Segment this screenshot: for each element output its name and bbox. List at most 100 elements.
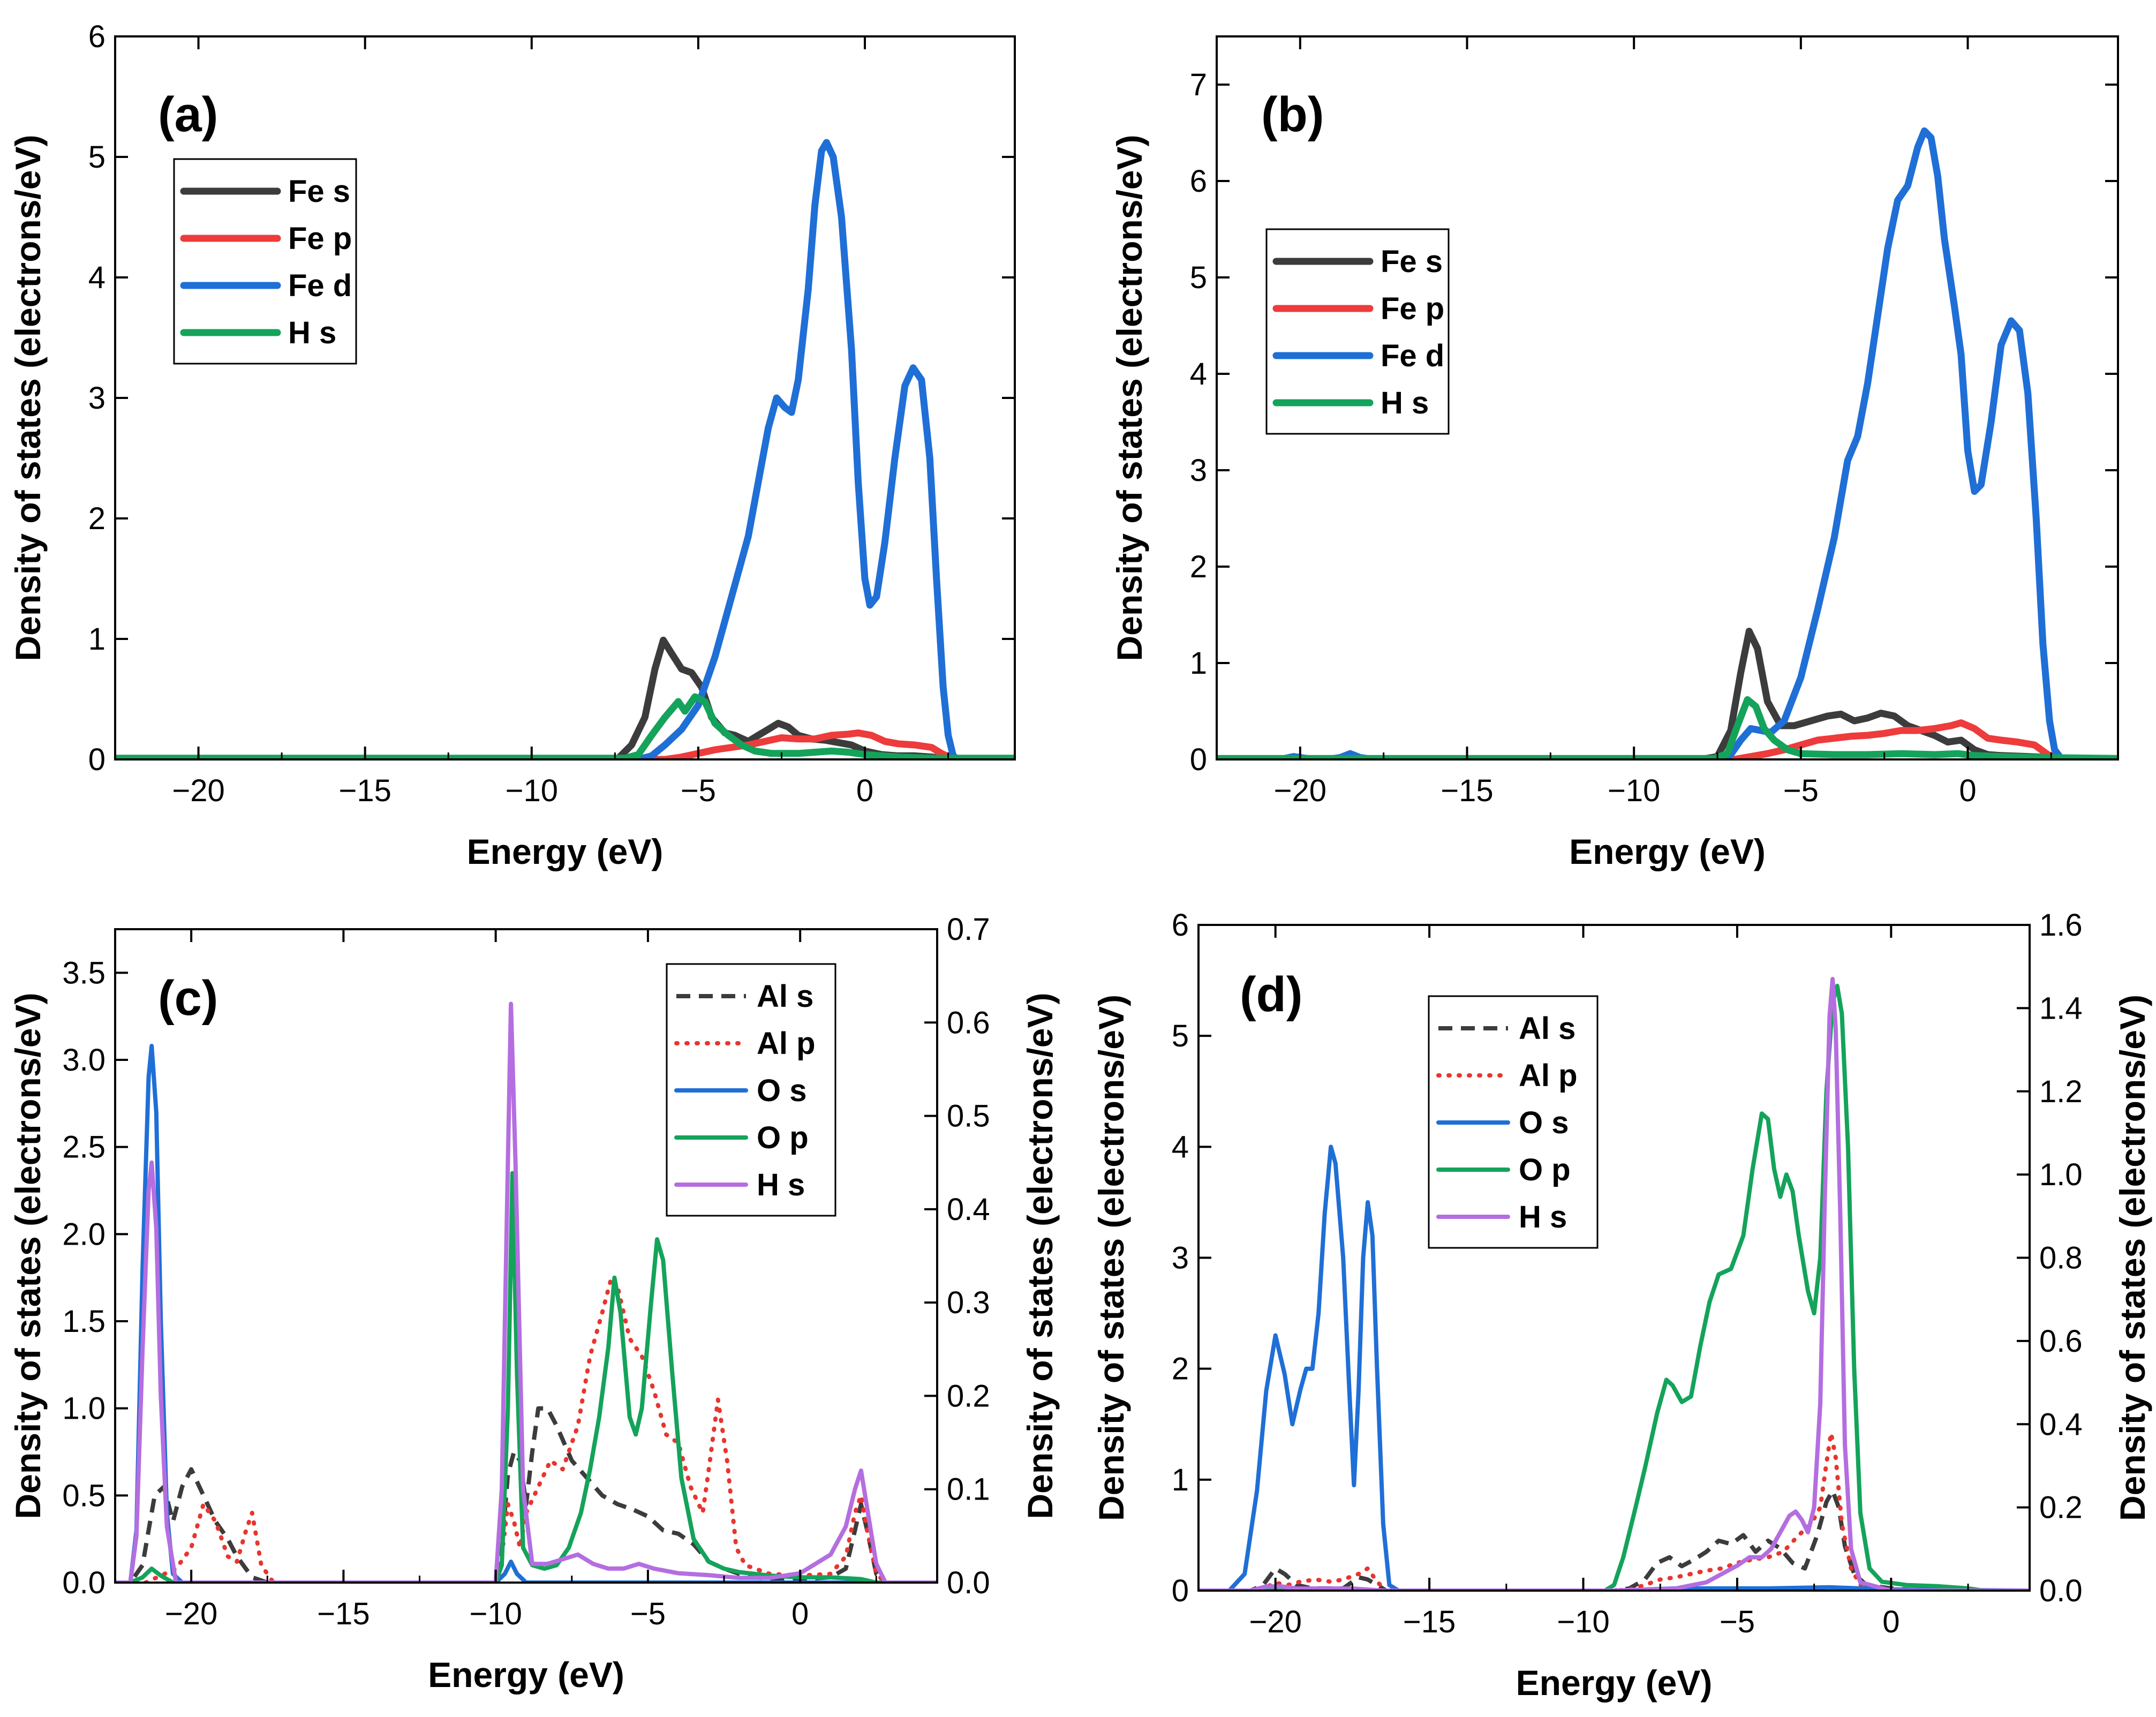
series-line-h-s — [115, 1001, 937, 1583]
y-right-tick-label: 0.8 — [2039, 1241, 2083, 1276]
y-right-tick-label: 1.2 — [2039, 1074, 2083, 1109]
series-group — [1198, 977, 2030, 1591]
y-tick-label: 0.5 — [62, 1478, 105, 1513]
y-tick-label: 3 — [88, 381, 105, 416]
x-tick-label: −5 — [1720, 1605, 1755, 1639]
x-tick-label: −15 — [1441, 773, 1493, 808]
x-tick-label: −15 — [338, 773, 391, 808]
chart-panel-d: −20 −15 −10 −5 0 0 1 2 3 4 5 6 0.0 0.2 0.4 0.6 0.8 1.0 1.2… — [1091, 908, 2152, 1703]
y-right-tick-label: 0.3 — [947, 1285, 990, 1320]
axes-frame — [1216, 35, 2119, 760]
y-right-tick-label: 1.4 — [2039, 991, 2083, 1026]
x-tick-label: −20 — [1249, 1605, 1302, 1639]
y-right-tick-label: 0.6 — [2039, 1324, 2083, 1359]
x-axis-label: Energy (eV) — [1516, 1663, 1713, 1703]
y-tick-label: 1 — [88, 622, 105, 657]
y-right-tick-label: 0.5 — [947, 1099, 990, 1134]
y-right-tick-label: 1.0 — [2039, 1157, 2083, 1192]
x-tick-label: −5 — [630, 1596, 666, 1631]
y-tick-label: 3 — [1190, 453, 1207, 488]
y-tick-label: 6 — [88, 19, 105, 54]
x-axis-label: Energy (eV) — [1569, 832, 1766, 871]
y-tick-label: 2.5 — [62, 1130, 105, 1165]
series-line-o-p — [1198, 983, 2030, 1591]
y-right-tick-label: 0.4 — [947, 1192, 990, 1227]
legend-label: H s — [1519, 1200, 1567, 1234]
series-line-al-p — [1198, 1430, 2030, 1591]
y-tick-label: 5 — [1172, 1019, 1189, 1053]
x-tick-label: −10 — [1608, 773, 1660, 808]
y-tick-label: 1 — [1172, 1463, 1189, 1497]
series-line-h-s — [1198, 977, 2030, 1591]
chart-panel-c: −20 −15 −10 −5 0 0.0 0.5 1.0 1.5 2.0 2.5 3.0 3.5 0.0 0… — [8, 912, 1060, 1695]
chart-panel-a: −20 −15 −10 −5 0 0 1 2 3 4 5 6 Energy (eV) Density of… — [8, 19, 1016, 871]
y-tick-label: 1.5 — [62, 1304, 105, 1339]
x-axis-label: Energy (eV) — [428, 1655, 624, 1695]
y-tick-label: 6 — [1172, 908, 1189, 943]
legend-label: Al p — [757, 1026, 816, 1061]
legend-label: Fe s — [288, 174, 350, 209]
legend-label: Fe p — [288, 221, 352, 256]
y-axis-label: Density of states (electrons/eV) — [8, 993, 48, 1519]
x-tick-label: −20 — [172, 773, 224, 808]
y-tick-label: 5 — [1190, 260, 1207, 295]
y-tick-label: 3.5 — [62, 955, 105, 990]
legend-label: Fe d — [288, 268, 352, 303]
y-tick-label: 2 — [88, 501, 105, 536]
y-right-tick-label: 0.0 — [2039, 1573, 2083, 1608]
y-right-tick-label: 0.4 — [2039, 1407, 2083, 1442]
panel-label: (a) — [158, 87, 218, 142]
y-tick-label: 3.0 — [62, 1043, 105, 1078]
x-tick-label: 0 — [791, 1596, 809, 1631]
legend-label: O s — [757, 1073, 807, 1108]
x-tick-label: −20 — [165, 1596, 217, 1631]
legend-label: H s — [288, 315, 336, 350]
y-right-tick-label: 0.2 — [947, 1379, 990, 1413]
legend-label: Fe p — [1381, 291, 1444, 326]
legend-label: Al s — [1519, 1011, 1575, 1046]
y-axis-label-right: Density of states (electrons/eV) — [2113, 995, 2152, 1521]
y-tick-label: 2 — [1172, 1352, 1189, 1387]
panel-label: (c) — [158, 971, 218, 1026]
legend-label: O p — [1519, 1153, 1571, 1187]
y-tick-label: 5 — [88, 140, 105, 175]
y-tick-label: 2 — [1190, 549, 1207, 584]
x-axis-label: Energy (eV) — [467, 832, 664, 871]
legend-label: Al p — [1519, 1058, 1578, 1093]
y-tick-label: 2.0 — [62, 1217, 105, 1252]
y-right-tick-label: 0.6 — [947, 1005, 990, 1040]
x-tick-label: −10 — [1557, 1605, 1609, 1639]
y-tick-label: 3 — [1172, 1241, 1189, 1276]
x-tick-label: −10 — [469, 1596, 522, 1631]
x-tick-label: −10 — [506, 773, 558, 808]
y-axis-label: Density of states (electrons/eV) — [1091, 995, 1131, 1521]
axes-frame — [114, 928, 938, 1584]
y-tick-label: 4 — [1172, 1129, 1189, 1164]
legend: Al s Al p O s O p H s — [1428, 995, 1599, 1249]
legend-label: Fe s — [1381, 244, 1443, 279]
series-line-o-p — [115, 1171, 937, 1583]
y-tick-label: 0 — [1172, 1573, 1189, 1608]
y-right-tick-label: 0.7 — [947, 912, 990, 947]
y-right-tick-label: 0.2 — [2039, 1490, 2083, 1525]
x-tick-label: −20 — [1274, 773, 1326, 808]
x-tick-label: −15 — [317, 1596, 370, 1631]
series-line-al-s — [1198, 1488, 2030, 1591]
legend: Fe s Fe p Fe d H s — [1265, 228, 1450, 435]
y-tick-label: 4 — [1190, 357, 1207, 391]
y-tick-label: 6 — [1190, 164, 1207, 199]
y-tick-label: 0 — [88, 742, 105, 777]
y-tick-label: 7 — [1190, 67, 1207, 102]
y-axis-label-right: Density of states (electrons/eV) — [1020, 993, 1060, 1519]
legend-label: O p — [757, 1120, 809, 1155]
series-line-fe-d — [115, 139, 1015, 759]
x-tick-label: 0 — [1959, 773, 1976, 808]
legend: Fe s Fe p Fe d H s — [173, 158, 357, 365]
y-right-tick-label: 1.6 — [2039, 908, 2083, 943]
legend-label: Al s — [757, 979, 813, 1014]
y-axis-label: Density of states (electrons/eV) — [1110, 135, 1149, 661]
panel-label: (b) — [1261, 87, 1324, 142]
x-tick-label: −5 — [681, 773, 716, 808]
y-right-tick-label: 0.0 — [947, 1565, 990, 1600]
